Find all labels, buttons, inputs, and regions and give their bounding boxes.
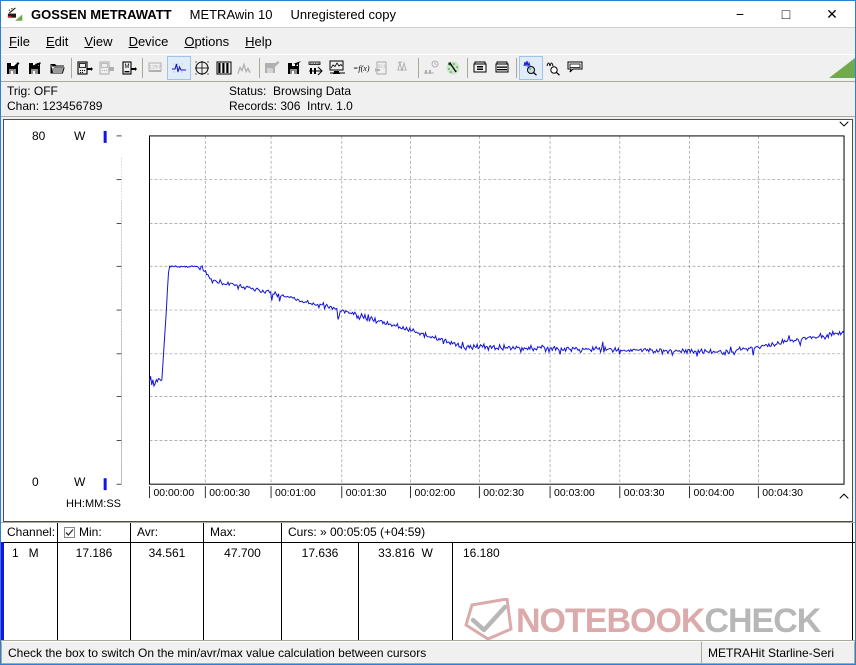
svg-text:1257: 1257 [149, 65, 161, 71]
svg-text:321: 321 [377, 64, 385, 70]
svg-text:00:02:00: 00:02:00 [415, 488, 456, 499]
svg-text:00:04:30: 00:04:30 [762, 488, 803, 499]
svg-text:00:01:30: 00:01:30 [346, 488, 387, 499]
svg-text:00:04:00: 00:04:00 [694, 488, 735, 499]
svg-text:00:03:30: 00:03:30 [624, 488, 665, 499]
svg-text:00:03:00: 00:03:00 [554, 488, 595, 499]
svg-text:NOTEBOOKCHECK: NOTEBOOKCHECK [516, 602, 822, 640]
svg-text:00:02:30: 00:02:30 [483, 488, 524, 499]
svg-text:00:00:30: 00:00:30 [209, 488, 250, 499]
svg-text:=f(x): =f(x) [353, 64, 370, 73]
svg-text:00:00:00: 00:00:00 [153, 488, 194, 499]
svg-text:00:01:00: 00:01:00 [275, 488, 316, 499]
svg-text:M: M [125, 64, 130, 70]
